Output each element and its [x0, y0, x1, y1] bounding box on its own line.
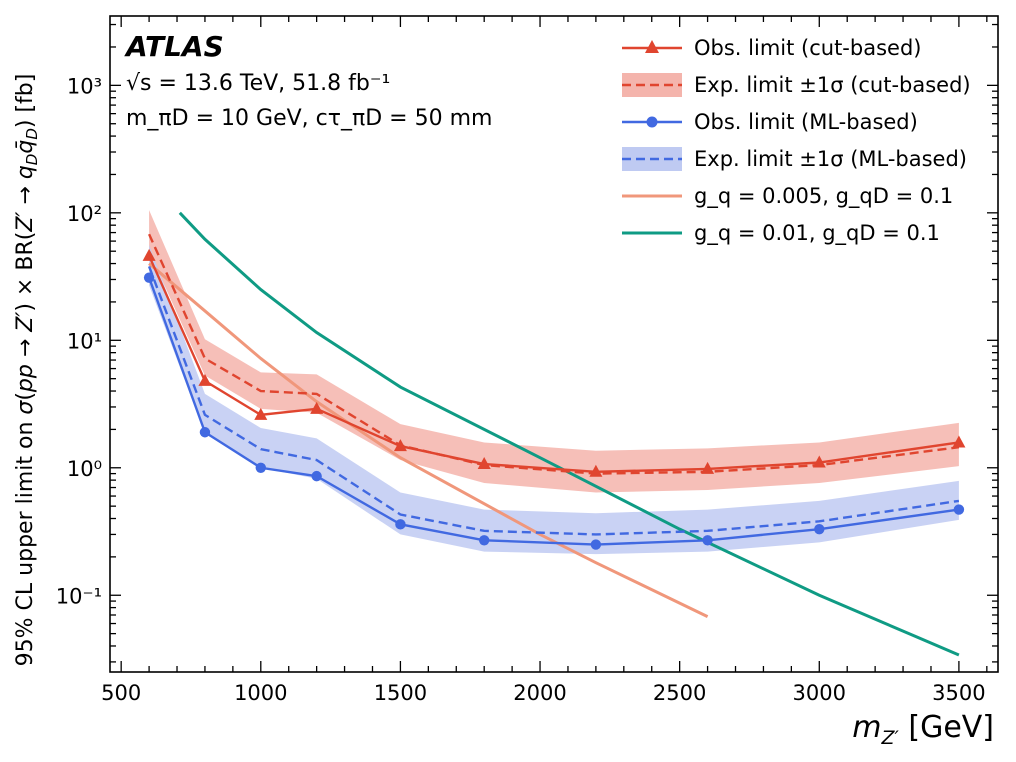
marker-ml-based: [199, 427, 211, 438]
legend-label: Obs. limit (cut-based): [694, 36, 921, 60]
legend-entry: g_q = 0.01, g_qD = 0.1: [622, 221, 940, 246]
marker-ml-based: [311, 470, 322, 482]
marker-cut-based: [310, 401, 324, 414]
y-axis-title: 95% CL upper limit on σ(pp → Z′) × BR(Z′…: [13, 74, 41, 667]
marker-cut-based: [254, 407, 268, 420]
marker-ml-based: [590, 539, 602, 550]
observed-line-ml-based: [147, 277, 960, 546]
marker-cut-based: [142, 248, 156, 261]
y-tick-label: 10¹: [67, 329, 102, 353]
atlas-label: ATLAS: [124, 30, 224, 63]
legend-entry: g_q = 0.005, g_qD = 0.1: [622, 184, 953, 209]
band-ml-based: [149, 244, 959, 555]
y-tick-label: 10⁰: [67, 457, 102, 481]
marker-ml-based: [814, 523, 825, 535]
x-tick-label: 1000: [234, 681, 287, 705]
marker-ml-based: [702, 535, 713, 546]
x-tick-label: 500: [101, 681, 141, 705]
observed-line-cut-based: [147, 255, 960, 473]
legend-marker: [646, 116, 658, 128]
theory-line-gq-0005: [148, 262, 709, 618]
marker-ml-based: [395, 519, 406, 530]
x-axis-title: mZ′ [GeV]: [852, 710, 994, 749]
params-label: m_πD = 10 GeV, cτ_πD = 50 mm: [126, 106, 492, 131]
marker-cut-based: [477, 457, 491, 470]
y-tick-label: 10³: [67, 74, 102, 98]
plot-area: [142, 210, 966, 657]
plot-frame: [109, 15, 999, 673]
legend-label: Obs. limit (ML-based): [694, 110, 918, 134]
marker-cut-based: [701, 461, 715, 474]
band-cut-based: [149, 210, 959, 493]
x-tick-label: 1500: [374, 681, 427, 705]
marker-cut-based: [812, 455, 826, 468]
x-tick-label: 3000: [793, 681, 846, 705]
marker-ml-based: [478, 535, 490, 546]
x-tick-label: 3500: [932, 681, 985, 705]
legend-label: Exp. limit ±1σ (ML-based): [694, 147, 967, 171]
legend-label: Exp. limit ±1σ (cut-based): [694, 73, 971, 97]
marker-ml-based: [143, 272, 155, 283]
legend-entry: Obs. limit (cut-based): [622, 36, 921, 60]
marker-cut-based: [393, 439, 407, 452]
marker-ml-based: [953, 504, 965, 515]
legend-label: g_q = 0.01, g_qD = 0.1: [694, 221, 940, 246]
legend-marker: [645, 40, 659, 53]
theory-line-gq-001: [178, 211, 960, 657]
marker-cut-based: [952, 435, 966, 448]
energy-label: √s = 13.6 TeV, 51.8 fb⁻¹: [126, 71, 390, 96]
marker-cut-based: [589, 464, 603, 477]
legend-entry: Obs. limit (ML-based): [622, 110, 918, 134]
legend: Obs. limit (cut-based) Exp. limit ±1σ (cu…: [622, 36, 971, 246]
y-tick-label: 10⁻¹: [56, 584, 102, 608]
expected-line-ml-based: [147, 265, 960, 536]
marker-cut-based: [198, 373, 212, 386]
axis-tick-labels: 500 1000 1500 2000 2500 3000 3500 10⁻¹ 10⁰ 10¹ 10²…: [56, 74, 986, 705]
x-tick-label: 2500: [653, 681, 706, 705]
legend-entry: Exp. limit ±1σ (ML-based): [622, 147, 967, 171]
legend-entry: Exp. limit ±1σ (cut-based): [622, 73, 971, 97]
y-tick-label: 10²: [67, 202, 102, 226]
legend-label: g_q = 0.005, g_qD = 0.1: [694, 184, 953, 209]
axis-ticks: [110, 16, 998, 672]
marker-ml-based: [255, 462, 266, 473]
x-tick-label: 2000: [513, 681, 566, 705]
